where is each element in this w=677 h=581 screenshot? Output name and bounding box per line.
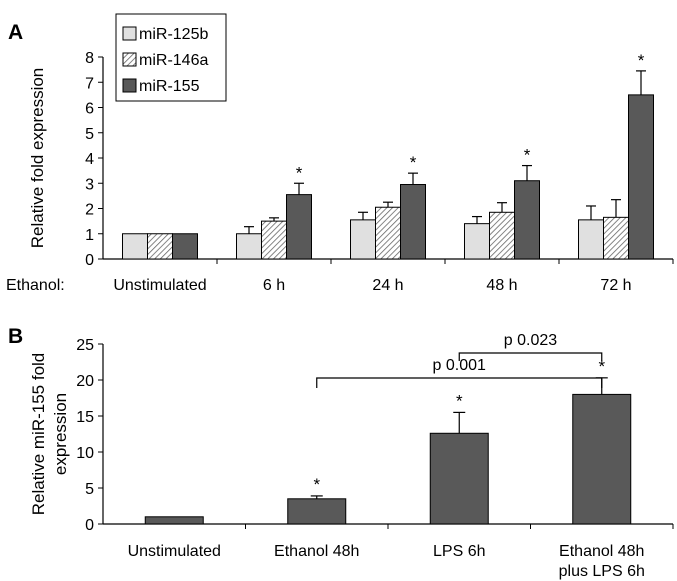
panel-a-bar	[122, 233, 148, 260]
panel-a-bar	[375, 206, 401, 260]
panel-b-y-tick-label: 10	[76, 445, 94, 462]
panel-b-category-label: Ethanol 48h	[274, 543, 359, 560]
panel-a-bar	[578, 219, 604, 260]
panel-a-chart: A 0 1 2 3 4 5 6 7 8 Relative fold expression Unstim…	[6, 13, 674, 294]
panel-a-bar	[286, 194, 312, 260]
panel-a-y-tick-label: 2	[85, 202, 94, 219]
panel-a-category-label: Unstimulated	[113, 277, 206, 294]
panel-a-bar	[514, 180, 540, 260]
panel-b-y-tick-label: 5	[85, 481, 94, 498]
panel-a-significance-star: *	[524, 146, 531, 165]
panel-a-significance-star: *	[410, 153, 417, 172]
panel-b-bar	[144, 516, 204, 525]
panel-a-y-tick-label: 8	[85, 50, 94, 67]
panel-a-legend-swatch	[122, 52, 137, 67]
panel-a-x-prefix-label: Ethanol:	[6, 277, 65, 294]
panel-a-y-axis-title: Relative fold expression	[28, 68, 47, 248]
panel-a-bar	[628, 94, 654, 260]
panel-a-significance-star: *	[638, 51, 645, 70]
panel-a-legend: miR-125b miR-146a miR-155	[115, 13, 227, 102]
panel-b-y-tick-label: 0	[85, 517, 94, 534]
panel-a-bar	[489, 211, 515, 260]
panel-b-category-label: Unstimulated	[128, 543, 221, 560]
panel-a-category-label: 24 h	[372, 277, 403, 294]
panel-a-category-label: 72 h	[600, 277, 631, 294]
panel-b-comparison-bracket	[458, 352, 603, 361]
panel-a-bar	[400, 184, 426, 260]
panel-a-legend-swatch	[122, 78, 137, 93]
panel-a-bar	[603, 216, 629, 260]
panel-b-y-axis-title-line: expression	[51, 393, 70, 475]
panel-b-category-label: LPS 6h	[433, 543, 485, 560]
panel-a-category-label: 48 h	[486, 277, 517, 294]
panel-a-legend-label: miR-146a	[139, 52, 208, 69]
panel-a-legend-swatch	[122, 26, 137, 41]
panel-b-comparison-bracket	[316, 377, 603, 388]
panel-b-category-label: Ethanol 48h	[559, 543, 644, 560]
panel-b-y-tick-label: 20	[76, 373, 94, 390]
panel-b-bar	[429, 432, 489, 525]
panel-a-y-tick-label: 6	[85, 101, 94, 118]
panel-a-y-tick-label: 3	[85, 176, 94, 193]
panel-b-y-tick-label: 15	[76, 409, 94, 426]
panel-a-label: A	[8, 21, 23, 44]
panel-a-bar	[350, 219, 376, 260]
panel-a-bar	[261, 220, 287, 260]
panel-b-category-label: plus LPS 6h	[559, 563, 645, 580]
panel-a-legend-label: miR-155	[139, 78, 200, 95]
panel-a-y-tick-label: 1	[85, 227, 94, 244]
panel-b-p-value-label: p 0.001	[433, 357, 486, 374]
panel-a-bar	[236, 233, 262, 260]
panel-a-y-tick-label: 5	[85, 126, 94, 143]
panel-a-category-label: 6 h	[263, 277, 285, 294]
panel-b-bar	[287, 498, 347, 525]
panel-a-significance-star: *	[296, 163, 303, 182]
panel-b-significance-star: *	[313, 475, 320, 494]
panel-b-chart: B 0 5 10 15 20 25 Relative miR-155 fold expressi…	[8, 325, 674, 580]
panel-a-bar	[147, 233, 173, 260]
panel-b-significance-star: *	[598, 357, 605, 376]
panel-a-y-tick-label: 0	[85, 252, 94, 269]
panel-b-bar	[572, 393, 632, 525]
panel-b-y-tick-label: 25	[76, 337, 94, 354]
panel-a-y-tick-label: 4	[85, 151, 94, 168]
panel-a-bar	[172, 233, 198, 260]
panel-a-legend-label: miR-125b	[139, 26, 208, 43]
panel-a-bar	[464, 223, 490, 260]
panel-b-y-axis-title-line: Relative miR-155 fold	[29, 353, 48, 516]
panel-b-label: B	[8, 325, 23, 348]
panel-b-significance-star: *	[456, 391, 463, 410]
panel-a-y-tick-label: 7	[85, 75, 94, 92]
panel-b-p-value-label: p 0.023	[504, 332, 557, 349]
